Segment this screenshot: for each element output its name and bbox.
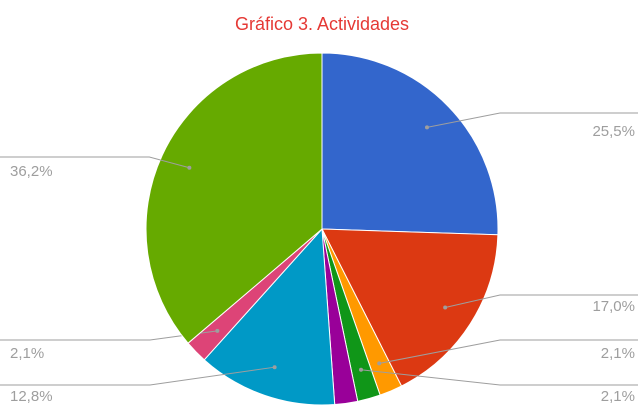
leader-dot [272, 365, 277, 370]
leader-line [0, 156, 190, 169]
leader-line [379, 339, 638, 364]
leader-line [426, 112, 638, 128]
leader-dot [443, 305, 448, 310]
leader-line [360, 369, 638, 386]
data-label: 2,1% [10, 345, 44, 362]
data-label: 17,0% [592, 298, 635, 315]
data-label: 25,5% [592, 123, 635, 140]
data-label: 12,8% [10, 388, 53, 405]
leader-dot [215, 328, 220, 333]
pie-slice [145, 52, 323, 344]
pie-slice [321, 228, 499, 387]
leader-dot [424, 125, 429, 130]
leader-dot [187, 165, 192, 170]
data-label: 2,1% [601, 388, 635, 405]
leader-dot [359, 367, 364, 372]
chart-title: Gráfico 3. Actividades [235, 14, 409, 34]
data-label: 36,2% [10, 163, 53, 180]
leader-line [0, 366, 275, 386]
leader-line [445, 294, 638, 309]
leader-dot [377, 361, 382, 366]
data-label: 2,1% [601, 345, 635, 362]
pie-slice [321, 52, 499, 236]
